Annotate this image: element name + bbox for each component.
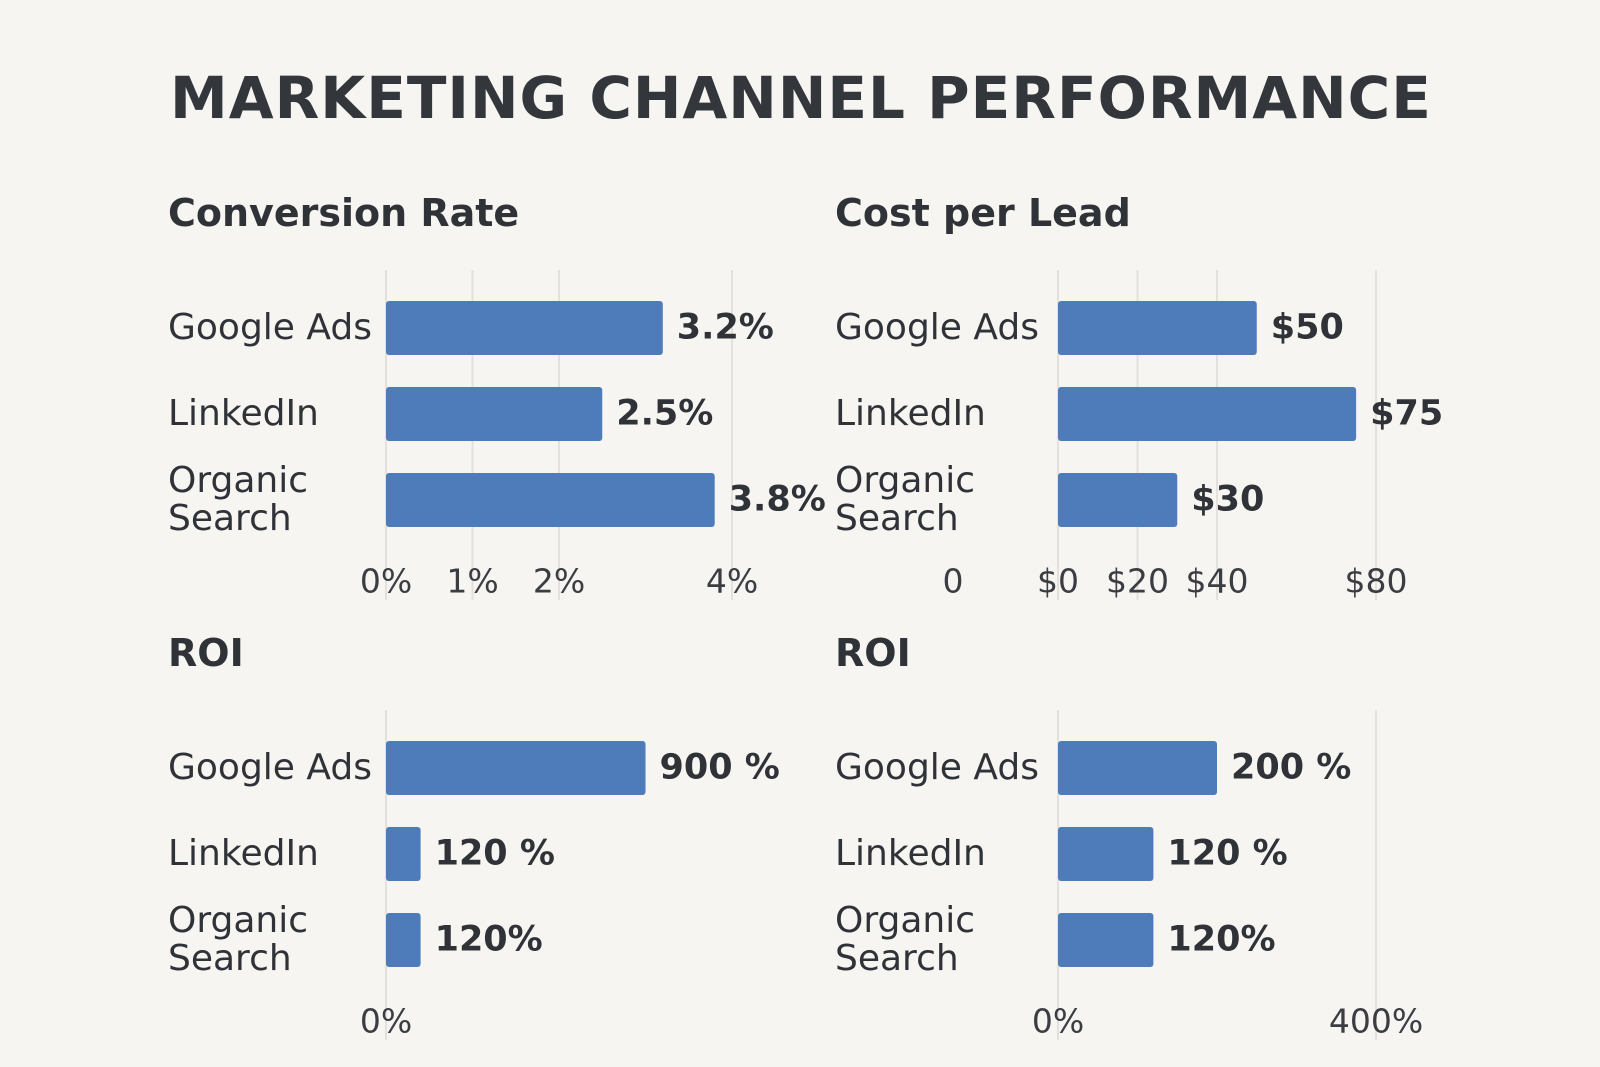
- category-label: Google Ads: [168, 747, 372, 789]
- value-label: 2.5%: [616, 393, 714, 434]
- category-label: LinkedIn: [835, 393, 986, 435]
- category-label: Organic Search: [835, 900, 976, 979]
- value-label: 120 %: [1167, 833, 1288, 874]
- x-tick-label: 1%: [446, 561, 499, 601]
- bar: [1058, 913, 1154, 967]
- x-tick-label: 400%: [1328, 1001, 1424, 1041]
- x-tick-label: $0: [1037, 561, 1079, 601]
- panel-title: ROI: [168, 631, 244, 676]
- category-label: Google Ads: [168, 307, 372, 349]
- bar: [386, 741, 646, 795]
- value-label: 3.2%: [676, 307, 774, 348]
- bar: [386, 301, 663, 355]
- category-label: Google Ads: [835, 747, 1039, 789]
- x-tick-label: 0%: [1031, 1001, 1085, 1041]
- category-label: LinkedIn: [835, 833, 986, 875]
- page-title: MARKETING CHANNEL PERFORMANCE: [170, 64, 1432, 132]
- panel-title: Conversion Rate: [168, 191, 520, 236]
- value-label: $30: [1191, 479, 1265, 520]
- bar: [386, 827, 421, 881]
- x-tick-label: 0%: [359, 561, 413, 601]
- bar: [1058, 473, 1178, 527]
- bar: [386, 387, 603, 441]
- x-tick-label: 0%: [359, 1001, 413, 1041]
- x-tick-label: 2%: [532, 561, 586, 601]
- value-label: 3.8%: [728, 479, 826, 520]
- x-tick-label: $20: [1106, 561, 1169, 601]
- value-label: 900 %: [659, 747, 780, 788]
- panel-title: ROI: [835, 631, 911, 676]
- bar: [1058, 741, 1217, 795]
- category-label: LinkedIn: [168, 393, 319, 435]
- category-label: Organic Search: [168, 900, 309, 979]
- category-label: Google Ads: [835, 307, 1039, 349]
- value-label: 120%: [434, 919, 543, 960]
- panel-title: Cost per Lead: [835, 191, 1131, 236]
- category-label: Organic Search: [835, 460, 976, 539]
- value-label: 120%: [1167, 919, 1276, 960]
- axis-note: 0: [942, 561, 964, 601]
- bar: [1058, 827, 1154, 881]
- value-label: 120 %: [434, 833, 555, 874]
- category-label: Organic Search: [168, 460, 309, 539]
- value-label: $75: [1370, 393, 1444, 434]
- category-label: LinkedIn: [168, 833, 319, 875]
- x-tick-label: $80: [1344, 561, 1408, 601]
- x-tick-label: 4%: [705, 561, 759, 601]
- bar: [1058, 301, 1257, 355]
- x-tick-label: $40: [1185, 561, 1249, 601]
- bar: [386, 913, 421, 967]
- value-label: 200 %: [1231, 747, 1352, 788]
- value-label: $50: [1270, 307, 1344, 348]
- bar: [386, 473, 715, 527]
- bar: [1058, 387, 1357, 441]
